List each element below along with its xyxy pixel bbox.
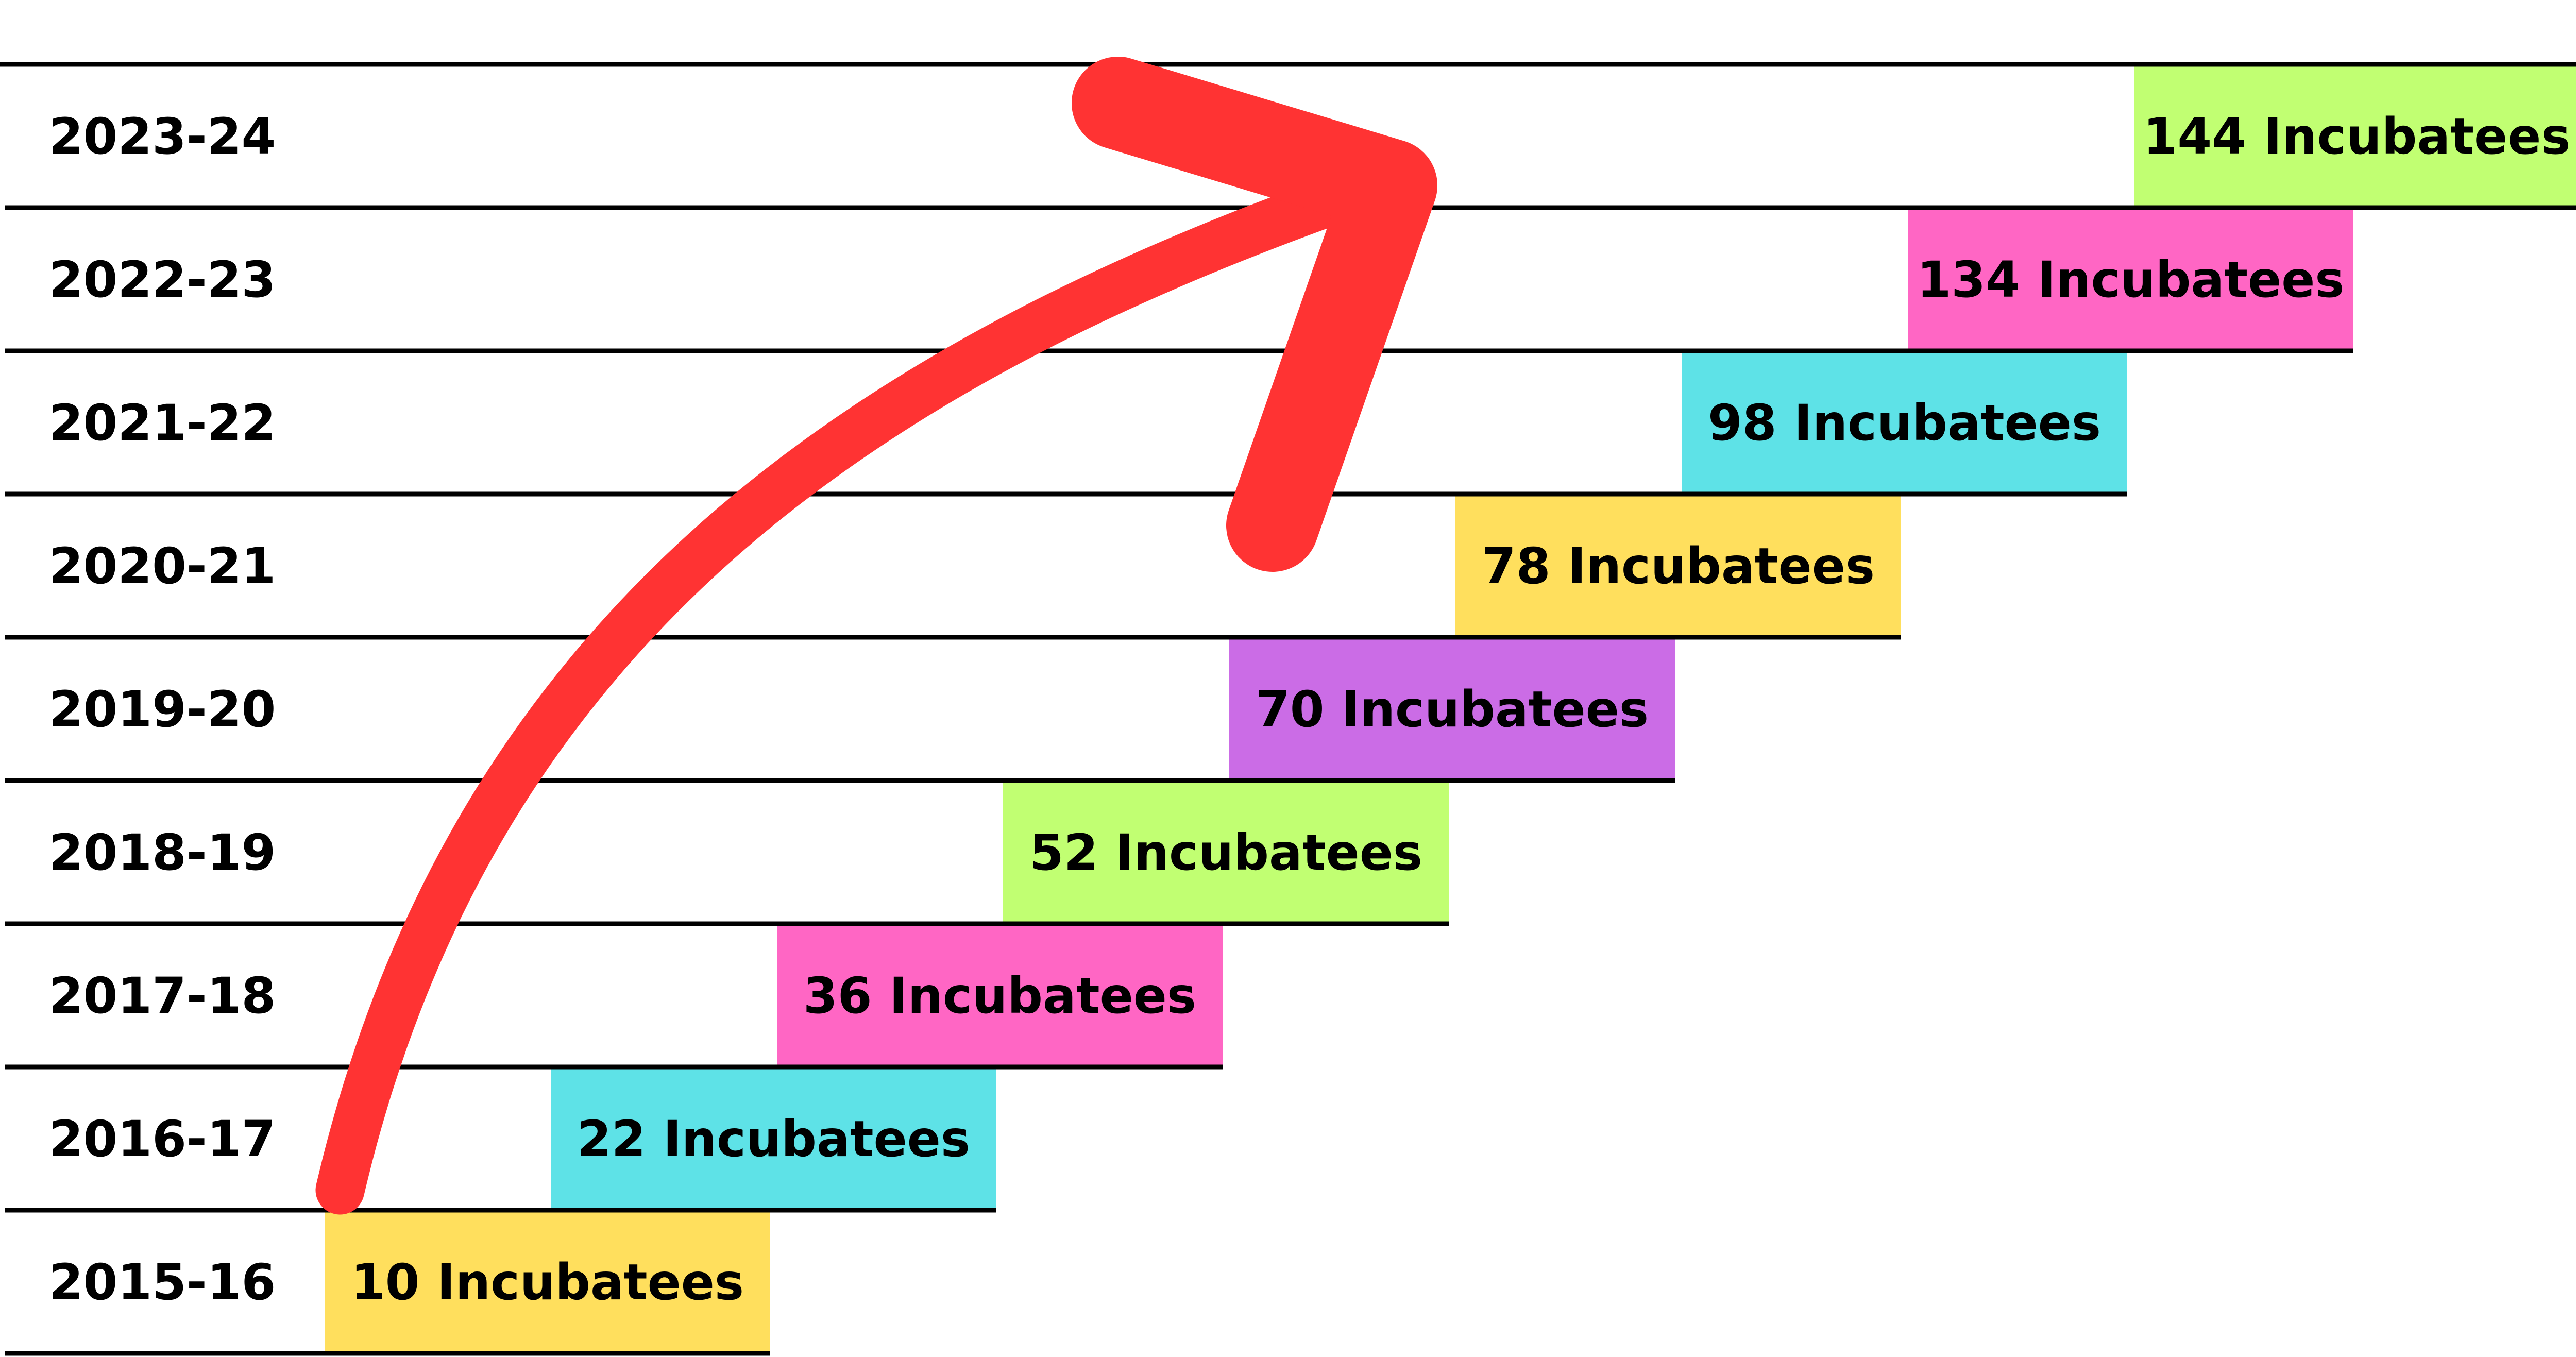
bar-label-2015-16: 10 Incubatees bbox=[351, 1253, 744, 1311]
bar-2015-16 bbox=[325, 1212, 770, 1353]
bar-label-2017-18: 36 Incubatees bbox=[803, 967, 1196, 1025]
year-label-2022-23: 2022-23 bbox=[49, 251, 276, 309]
bar-label-2021-22: 98 Incubatees bbox=[1708, 394, 2101, 452]
bar-label-2022-23: 134 Incubatees bbox=[1917, 251, 2345, 309]
year-label-2019-20: 2019-20 bbox=[49, 681, 276, 738]
year-label-2020-21: 2020-21 bbox=[49, 537, 276, 595]
bar-2020-21 bbox=[1455, 496, 1901, 637]
year-label-2023-24: 2023-24 bbox=[49, 108, 276, 165]
growth-arrow bbox=[315, 57, 1437, 1215]
bar-2021-22 bbox=[1682, 353, 2127, 494]
year-label-2018-19: 2018-19 bbox=[49, 824, 276, 881]
bars-layer bbox=[325, 66, 2576, 1353]
year-label-2021-22: 2021-22 bbox=[49, 394, 276, 452]
growth-arrow-head bbox=[1072, 57, 1437, 572]
bar-2017-18 bbox=[777, 926, 1223, 1067]
bar-2019-20 bbox=[1229, 639, 1675, 781]
year-label-2016-17: 2016-17 bbox=[49, 1110, 276, 1168]
growth-arrow-shaft bbox=[315, 166, 1385, 1215]
year-label-2017-18: 2017-18 bbox=[49, 967, 276, 1025]
bar-label-2018-19: 52 Incubatees bbox=[1029, 824, 1422, 881]
bar-label-2016-17: 22 Incubatees bbox=[577, 1110, 970, 1168]
row-lines-layer bbox=[0, 62, 2576, 1356]
bar-label-2020-21: 78 Incubatees bbox=[1482, 537, 1875, 595]
bar-label-2023-24: 144 Incubatees bbox=[2143, 108, 2571, 165]
labels-layer: 10 Incubatees 2015-16 22 Incubatees 2016-17… bbox=[49, 108, 2571, 1311]
bar-2018-19 bbox=[1003, 783, 1449, 924]
bar-2016-17 bbox=[551, 1069, 996, 1210]
year-label-2015-16: 2015-16 bbox=[49, 1253, 276, 1311]
bar-label-2019-20: 70 Incubatees bbox=[1256, 681, 1649, 738]
bar-2022-23 bbox=[1908, 210, 2353, 351]
bar-2023-24 bbox=[2134, 66, 2576, 208]
